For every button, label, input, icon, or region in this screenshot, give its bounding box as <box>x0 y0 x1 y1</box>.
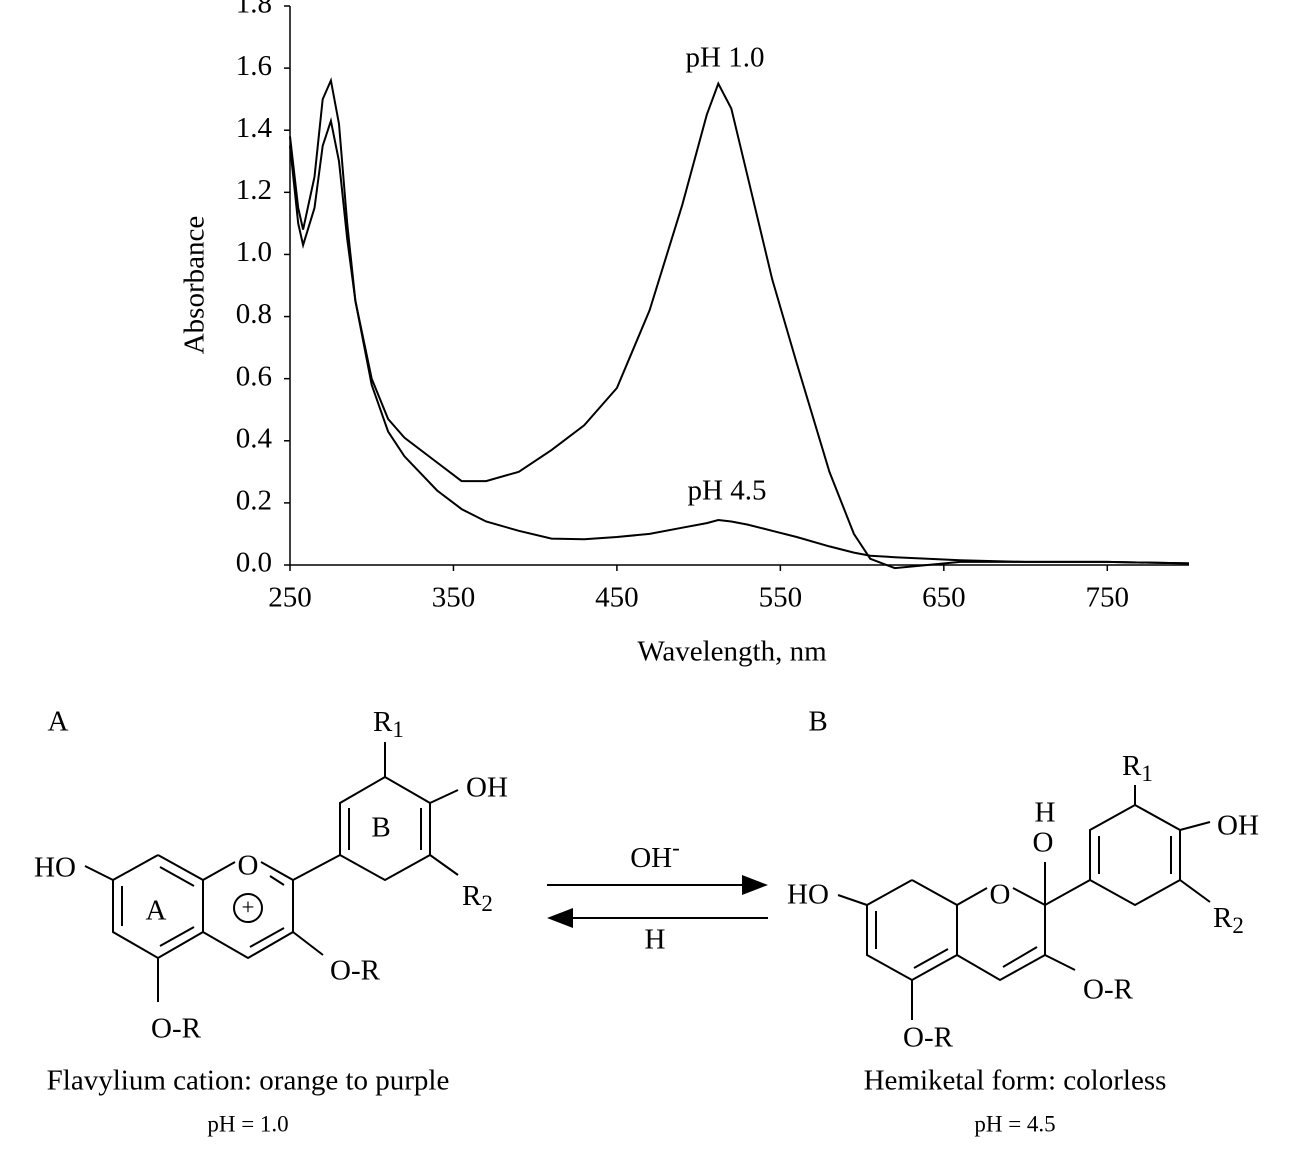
r-label: R <box>1213 902 1233 934</box>
y-tick-label: 1.0 <box>236 236 272 268</box>
ring <box>866 879 958 982</box>
arrow-head <box>742 875 768 895</box>
caption: Flavylium cation: orange to purple <box>47 1065 450 1097</box>
ring <box>1044 803 1181 907</box>
ring <box>292 775 431 882</box>
subscript: 2 <box>481 891 493 916</box>
bond <box>837 894 868 906</box>
subscript: 2 <box>1232 913 1244 938</box>
arrow-head <box>547 908 573 928</box>
atom-label: R1 <box>1122 750 1153 787</box>
ring-label: B <box>371 812 390 844</box>
ph-label: pH = 4.5 <box>974 1111 1055 1136</box>
bond <box>269 875 285 886</box>
reagent: OH- <box>630 835 680 873</box>
atom-label: O-R <box>1083 974 1134 1006</box>
atom-label: O-R <box>151 1013 202 1045</box>
bond <box>913 948 949 969</box>
superscript: - <box>672 835 680 860</box>
atom-label: O-R <box>330 955 381 987</box>
atom-label: O-R <box>903 1022 954 1054</box>
y-tick-label: 0.6 <box>236 360 272 392</box>
y-tick-label: 0.2 <box>236 485 272 517</box>
x-tick-label: 250 <box>268 582 312 614</box>
x-tick-label: 550 <box>759 582 803 614</box>
reagent-text: OH <box>630 842 672 874</box>
x-tick-label: 450 <box>595 582 639 614</box>
equilibrium-arrows: OH- H <box>547 835 768 956</box>
x-tick-label: 750 <box>1086 582 1130 614</box>
x-tick-label: 650 <box>922 582 966 614</box>
bond <box>84 865 114 881</box>
ring-label: A <box>146 895 167 927</box>
x-tick-label: 350 <box>432 582 476 614</box>
atom-label: HO <box>34 852 76 884</box>
y-tick-label: 0.8 <box>236 298 272 330</box>
y-tick-label: 1.8 <box>236 0 272 20</box>
atom-label: OH <box>466 772 508 804</box>
charge-circle <box>233 893 263 923</box>
y-tick-label: 1.2 <box>236 174 272 206</box>
data-line <box>289 77 1190 570</box>
atom-label: R1 <box>373 706 404 743</box>
x-axis-label: Wavelength, nm <box>637 636 827 668</box>
reagent: H <box>645 924 666 956</box>
panel-label: A <box>48 706 69 738</box>
subscript: 1 <box>1141 761 1153 786</box>
subscript: 1 <box>392 717 404 742</box>
atom-label: R2 <box>462 880 493 917</box>
bond <box>1179 879 1211 903</box>
bond <box>1179 821 1211 831</box>
bond <box>1002 946 1038 968</box>
bond <box>202 861 236 881</box>
bond <box>249 927 285 948</box>
bond <box>1044 954 1076 971</box>
ph-label: pH = 1.0 <box>207 1111 288 1136</box>
charge: + <box>242 894 255 919</box>
bond <box>159 866 195 887</box>
y-tick-label: 1.6 <box>236 50 272 82</box>
atom-label: H <box>1035 797 1056 829</box>
bond <box>956 887 988 906</box>
y-tick-label: 1.4 <box>236 112 273 144</box>
data-line <box>289 116 1190 565</box>
structure-a: A HO O A B + OH R1 R2 O-R O-R Flavylium … <box>34 706 508 1137</box>
y-tick-label: 0.4 <box>236 422 273 454</box>
atom-label: R2 <box>1213 902 1244 939</box>
structure-b: B HO O H O OH R1 R2 O-R O-R Hemiketal fo… <box>787 706 1259 1137</box>
r-label: R <box>1122 750 1142 782</box>
series-label: pH 1.0 <box>686 42 765 74</box>
series-label: pH 4.5 <box>688 475 767 507</box>
y-axis-label: Absorbance <box>179 216 211 355</box>
r-label: R <box>373 706 393 738</box>
atom-label: OH <box>1217 810 1259 842</box>
r-label: R <box>462 880 482 912</box>
atom-label: O <box>238 850 259 882</box>
caption: Hemiketal form: colorless <box>864 1065 1167 1097</box>
bond <box>292 931 324 956</box>
bond <box>429 789 459 804</box>
atom-label: HO <box>787 879 829 911</box>
bond <box>429 854 459 876</box>
atom-label: O <box>1033 827 1054 859</box>
bond <box>159 926 195 947</box>
atom-label: O <box>990 879 1011 911</box>
y-tick-label: 0.0 <box>236 547 272 579</box>
panel-label: B <box>808 706 827 738</box>
